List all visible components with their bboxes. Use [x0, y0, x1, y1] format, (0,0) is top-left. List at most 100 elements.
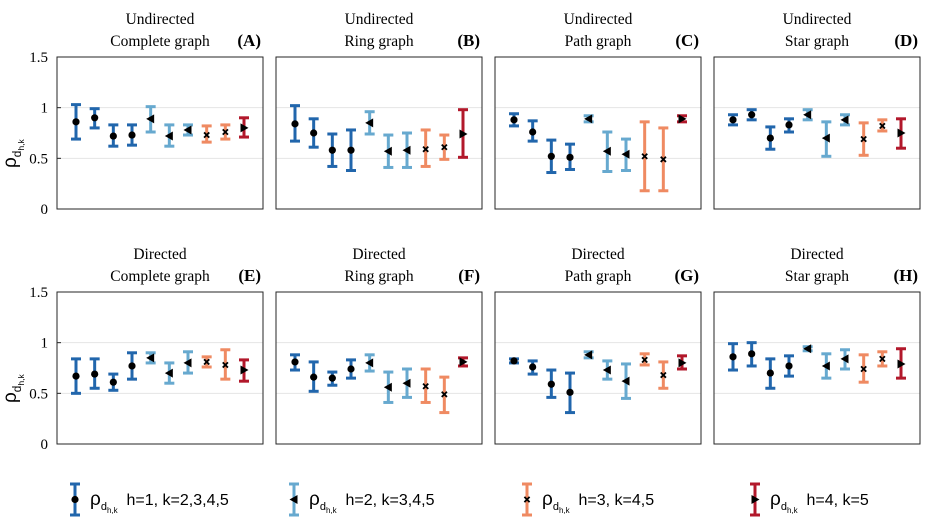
errorbar-point [802, 344, 813, 354]
panel-title-line1: Undirected [126, 11, 195, 28]
panel-label: (H) [893, 266, 918, 285]
errorbar-point [527, 119, 538, 143]
errorbar-point [728, 342, 738, 372]
mean-marker [621, 376, 630, 386]
errorbar-point [327, 132, 338, 168]
errorbar-point [402, 131, 412, 169]
mean-marker [240, 123, 249, 133]
panel-title-line1: Directed [571, 246, 625, 263]
panel-label: (E) [238, 266, 261, 285]
mean-marker [766, 369, 774, 377]
panel-F: Directed Ring graph (F) [275, 246, 483, 445]
legend-label: ρdh,k h=3, k=4,5 [542, 489, 654, 515]
mean-marker [860, 135, 867, 143]
mean-marker [641, 153, 648, 160]
errorbar-point [765, 125, 776, 151]
mean-marker [660, 371, 667, 379]
mean-marker [441, 391, 448, 398]
errorbar-point [602, 130, 613, 174]
panel-title-line2: Path graph [565, 268, 632, 285]
errorbar-point [458, 108, 468, 159]
panel-title-line2: Ring graph [344, 33, 414, 50]
legend-marker [71, 495, 79, 504]
errorbar-point [71, 357, 81, 395]
mean-marker [748, 350, 756, 358]
mean-marker [164, 368, 173, 378]
errorbar-point [201, 124, 212, 144]
mean-marker [383, 382, 392, 392]
mean-marker [365, 358, 374, 368]
errorbar-point [145, 105, 156, 134]
errorbar-point [89, 107, 100, 130]
mean-marker [310, 129, 318, 137]
errorbar-point [420, 367, 431, 404]
mean-marker [146, 353, 155, 363]
errorbar-point [220, 123, 231, 141]
errorbar-point [327, 370, 338, 387]
mean-marker [678, 358, 687, 368]
mean-marker [803, 344, 812, 354]
mean-marker [422, 145, 429, 153]
panel-title-line2: Ring graph [344, 268, 414, 285]
mean-marker [109, 378, 117, 386]
errorbar-point [458, 356, 468, 368]
mean-marker [566, 153, 574, 161]
legend-entry: ρdh,k h=1, k=2,3,4,5 [70, 482, 229, 517]
errorbar-point [183, 350, 193, 375]
errorbar-point [746, 341, 757, 368]
mean-marker [109, 132, 117, 140]
errorbar-point [71, 103, 81, 141]
panel-label: (B) [457, 31, 480, 50]
errorbar-point [896, 117, 906, 150]
panel-title-line2: Star graph [785, 33, 849, 50]
plot-area [714, 57, 920, 209]
mean-marker [821, 361, 830, 371]
mean-marker [183, 358, 192, 368]
y-axis-label: ρdh,k [0, 139, 26, 168]
panel-title-line1: Undirected [564, 11, 633, 28]
mean-marker [291, 120, 299, 128]
mean-marker [510, 116, 518, 124]
plot-area [495, 292, 701, 444]
mean-marker [547, 152, 555, 160]
plot-area [57, 57, 263, 209]
panel-label: (G) [674, 266, 699, 285]
mean-marker [897, 359, 906, 369]
mean-marker [547, 380, 555, 388]
mean-marker [72, 372, 80, 380]
errorbar-point [877, 350, 888, 368]
mean-marker [310, 373, 318, 381]
mean-marker [183, 125, 192, 135]
errorbar-point [164, 361, 175, 385]
errorbar-point [364, 110, 375, 136]
mean-marker [203, 131, 210, 139]
errorbar-point [239, 116, 249, 139]
panel-title-line2: Complete graph [110, 33, 210, 50]
legend-label: ρdh,k h=2, k=3,4,5 [309, 489, 435, 515]
mean-marker [222, 128, 229, 136]
mean-marker [529, 128, 537, 136]
errorbar-point [439, 133, 450, 161]
errorbar-point [527, 359, 538, 376]
mean-marker [879, 122, 886, 130]
errorbar-point [621, 362, 631, 400]
mean-marker [291, 358, 299, 366]
errorbar-point [220, 348, 231, 381]
errorbar-point [509, 357, 519, 365]
mean-marker [328, 146, 336, 154]
axes-box [713, 56, 921, 210]
y-tick-label: 1.5 [29, 50, 48, 66]
legend-entry: ρdh,k h=3, k=4,5 [522, 482, 654, 517]
errorbar-point [290, 353, 300, 372]
mean-marker [785, 362, 793, 370]
mean-marker [383, 146, 392, 156]
plot-area [714, 292, 920, 444]
mean-marker [621, 149, 630, 159]
mean-marker [240, 365, 249, 375]
legend-marker [751, 495, 760, 504]
mean-marker [459, 357, 468, 367]
mean-marker [602, 146, 611, 156]
errorbar-point [108, 372, 119, 392]
mean-marker [821, 133, 830, 143]
errorbar-point [201, 355, 212, 369]
